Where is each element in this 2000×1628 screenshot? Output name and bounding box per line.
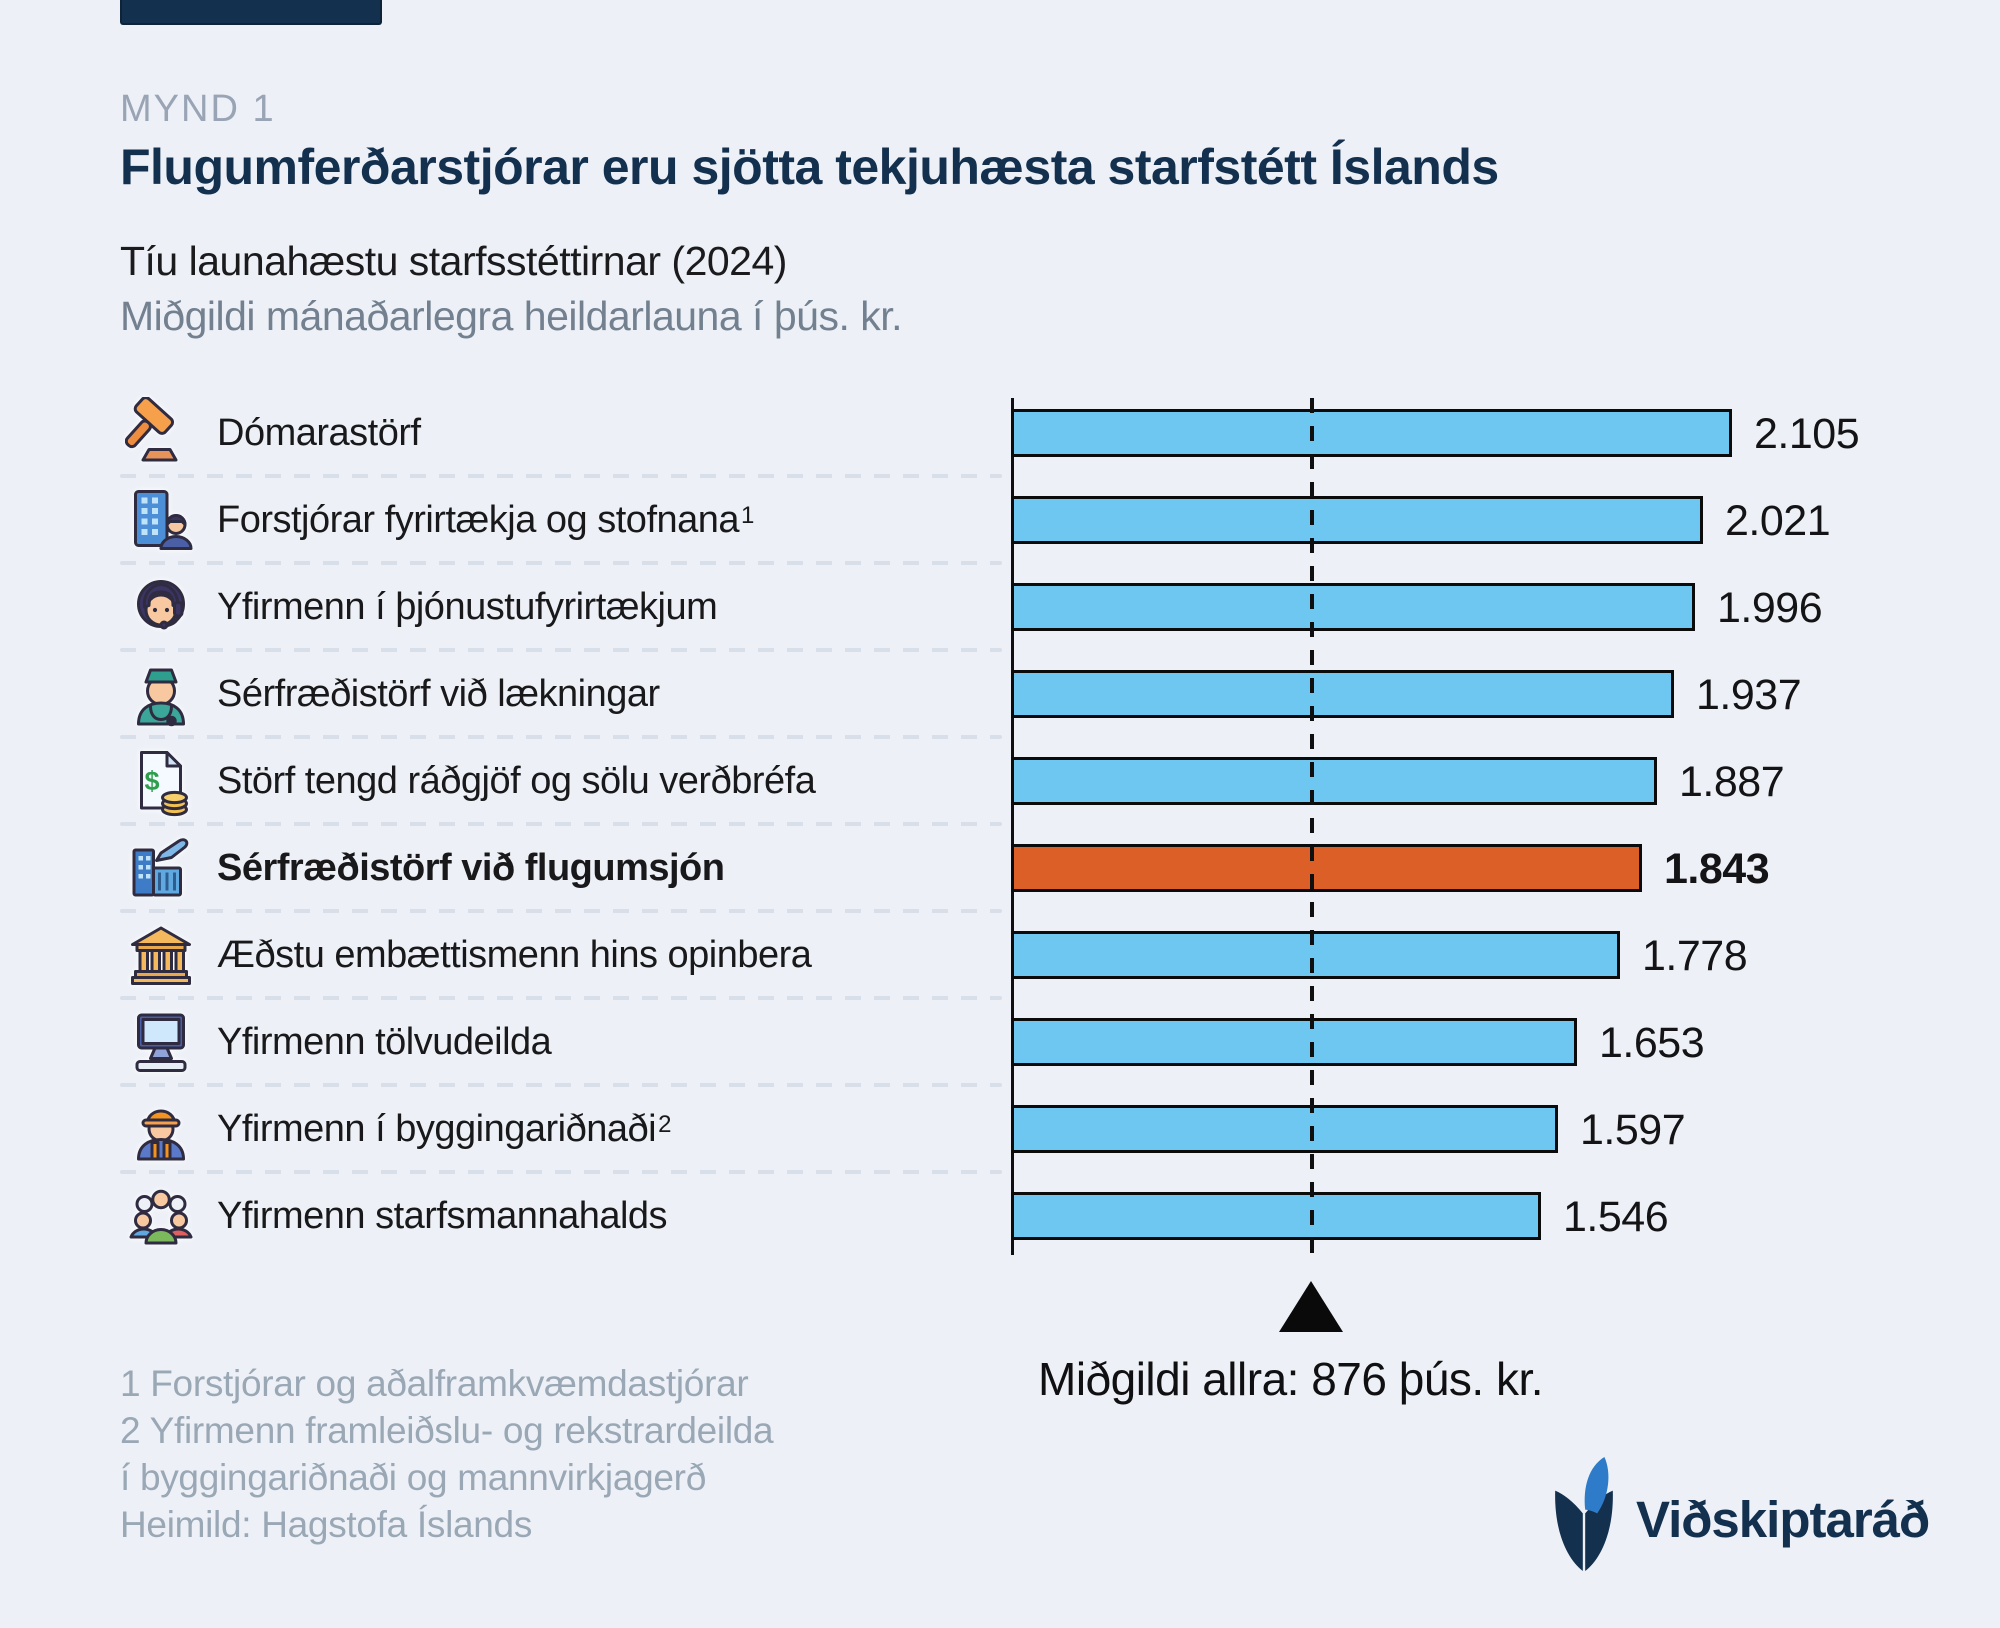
y-axis-line [1011, 398, 1014, 1255]
government-building-icon [120, 919, 202, 991]
footnote-line: í byggingariðnaði og mannvirkjagerð [120, 1457, 706, 1498]
value-bar [1011, 670, 1674, 718]
footnote-line: 1 Forstjórar og aðalframkvæmdastjórar [120, 1363, 749, 1404]
value-label: 1.843 [1664, 845, 1770, 893]
chart-row-embaettismenn: Æðstu embættismenn hins opinbera 1.778 [120, 909, 1920, 1018]
row-separator [120, 1170, 1002, 1174]
footnote-marker: 2 [658, 1111, 672, 1138]
gavel-icon [120, 397, 202, 469]
value-label: 1.653 [1599, 1019, 1705, 1067]
chart-row-flugumsjon: Sérfræðistörf við flugumsjón 1.843 [120, 822, 1920, 931]
people-group-icon [120, 1180, 202, 1252]
chart-subtitle: Tíu launahæstu starfsstéttirnar (2024) [120, 238, 787, 284]
value-label: 1.597 [1580, 1106, 1686, 1154]
vidskiptarad-logo: Viðskiptaráð [1548, 1456, 1930, 1583]
median-marker-triangle [1279, 1281, 1343, 1332]
bar-chart: Dómarastörf 2.105 [120, 397, 1920, 1255]
chart-row-byggingaridnadur: Yfirmenn í byggingariðnaði 2 1.597 [120, 1083, 1920, 1192]
value-bar-highlighted [1011, 844, 1642, 892]
median-dashed-line [1310, 398, 1314, 1253]
value-bar [1011, 1018, 1577, 1066]
row-label: Yfirmenn í byggingariðnaði [217, 1107, 657, 1150]
row-label: Yfirmenn starfsmannahalds [217, 1194, 668, 1237]
value-label: 1.937 [1696, 671, 1802, 719]
office-building-person-icon [120, 484, 202, 556]
chart-row-domarastorf: Dómarastörf 2.105 [120, 397, 1920, 496]
chart-row-verdbref: $ Störf tengd ráðgjöf og sölu verðbréfa … [120, 735, 1920, 844]
row-label: Sérfræðistörf við lækningar [217, 672, 660, 715]
value-bar [1011, 1105, 1558, 1153]
source-line: Heimild: Hagstofa Íslands [120, 1504, 533, 1545]
row-label: Dómarastörf [217, 411, 421, 454]
value-label: 1.778 [1642, 932, 1748, 980]
row-separator [120, 561, 1002, 565]
row-separator [120, 822, 1002, 826]
value-bar [1011, 757, 1657, 805]
airport-tower-icon [120, 832, 202, 904]
brand-accent-bar [120, 0, 382, 25]
vidskiptarad-logo-text: Viðskiptaráð [1636, 1491, 1930, 1548]
financial-document-icon: $ [120, 745, 202, 817]
row-separator [120, 1083, 1002, 1087]
row-separator [120, 648, 1002, 652]
page-title: Flugumferðarstjórar eru sjötta tekjuhæst… [120, 139, 1499, 195]
figure-kicker: MYND 1 [120, 88, 276, 130]
row-label: Störf tengd ráðgjöf og sölu verðbréfa [217, 759, 816, 802]
value-label: 2.021 [1725, 497, 1831, 545]
support-agent-icon [120, 571, 202, 643]
row-label: Sérfræðistörf við flugumsjón [217, 846, 725, 889]
row-label: Yfirmenn í þjónustufyrirtækjum [217, 585, 718, 628]
chart-row-laekningar: Sérfræðistörf við lækningar 1.937 [120, 648, 1920, 757]
footnote-marker: 1 [741, 502, 755, 529]
doctor-icon [120, 658, 202, 730]
value-bar [1011, 583, 1695, 631]
svg-text:$: $ [145, 766, 160, 796]
value-bar [1011, 496, 1703, 544]
chart-row-tolvudeildir: Yfirmenn tölvudeilda 1.653 [120, 996, 1920, 1105]
row-separator [120, 735, 1002, 739]
chart-row-thjonustufyrirtaeki: Yfirmenn í þjónustufyrirtækjum 1.996 [120, 561, 1920, 670]
row-label: Yfirmenn tölvudeilda [217, 1020, 552, 1063]
value-bar [1011, 1192, 1541, 1240]
row-separator [120, 474, 1002, 478]
footnotes: 1 Forstjórar og aðalframkvæmdastjórar 2 … [120, 1360, 774, 1548]
chart-row-starfsmannahald: Yfirmenn starfsmannahalds 1.546 [120, 1170, 1920, 1279]
value-label: 2.105 [1754, 410, 1860, 458]
value-label: 1.996 [1717, 584, 1823, 632]
value-bar [1011, 931, 1620, 979]
value-bar [1011, 409, 1732, 457]
value-label: 1.546 [1563, 1193, 1669, 1241]
chart-row-forstjorar: Forstjórar fyrirtækja og stofnana 1 2.021 [120, 474, 1920, 583]
chart-unit-label: Miðgildi mánaðarlegra heildarlauna í þús… [120, 293, 903, 339]
row-separator [120, 996, 1002, 1000]
computer-icon [120, 1006, 202, 1078]
footnote-line: 2 Yfirmenn framleiðslu- og rekstrardeild… [120, 1410, 774, 1451]
median-annotation: Miðgildi allra: 876 þús. kr. [1038, 1353, 1544, 1405]
row-separator [120, 909, 1002, 913]
row-label: Forstjórar fyrirtækja og stofnana [217, 498, 740, 541]
vidskiptarad-logo-mark-icon [1548, 1456, 1620, 1583]
row-label: Æðstu embættismenn hins opinbera [217, 933, 812, 976]
construction-worker-icon [120, 1093, 202, 1165]
value-label: 1.887 [1679, 758, 1785, 806]
